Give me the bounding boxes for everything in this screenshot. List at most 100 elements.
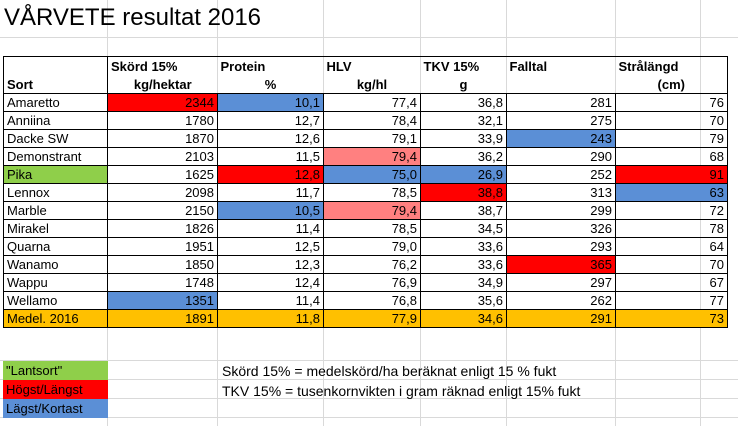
variety-cell[interactable]: Pika xyxy=(3,165,108,184)
value-cell[interactable]: 33,6 xyxy=(420,255,507,274)
value-cell[interactable]: 33,6 xyxy=(420,237,507,256)
value-cell[interactable]: 36,2 xyxy=(420,147,507,166)
variety-cell[interactable]: Amaretto xyxy=(3,93,108,112)
value-cell[interactable]: 78 xyxy=(615,219,728,238)
value-cell[interactable]: 33,9 xyxy=(420,129,507,148)
value-cell[interactable]: 297 xyxy=(506,273,616,292)
value-cell[interactable]: 70 xyxy=(615,255,728,274)
value-cell[interactable]: 11,7 xyxy=(217,183,324,202)
value-cell[interactable]: 12,5 xyxy=(217,237,324,256)
value-cell[interactable]: 77,4 xyxy=(323,93,421,112)
value-cell[interactable]: 26,9 xyxy=(420,165,507,184)
value-cell[interactable]: 35,6 xyxy=(420,291,507,310)
value-cell[interactable]: 12,4 xyxy=(217,273,324,292)
value-cell[interactable]: 2103 xyxy=(107,147,218,166)
mean-row: Medel. 2016 1891 11,8 77,9 34,6 291 73 xyxy=(3,309,728,328)
footnote: TKV 15% = tusenkornvikten i gram räknad … xyxy=(222,383,581,399)
mean-value-cell[interactable]: 34,6 xyxy=(420,309,507,328)
variety-cell[interactable]: Marble xyxy=(3,201,108,220)
value-cell[interactable]: 12,6 xyxy=(217,129,324,148)
value-cell[interactable]: 76,2 xyxy=(323,255,421,274)
value-cell[interactable]: 252 xyxy=(506,165,616,184)
value-cell[interactable]: 79,1 xyxy=(323,129,421,148)
value-cell[interactable]: 79 xyxy=(615,129,728,148)
value-cell[interactable]: 275 xyxy=(506,111,616,130)
value-cell[interactable]: 67 xyxy=(615,273,728,292)
value-cell[interactable]: 79,4 xyxy=(323,147,421,166)
value-cell[interactable]: 78,4 xyxy=(323,111,421,130)
value-cell[interactable]: 11,4 xyxy=(217,291,324,310)
value-cell[interactable]: 1780 xyxy=(107,111,218,130)
mean-value-cell[interactable]: 77,9 xyxy=(323,309,421,328)
value-cell[interactable]: 1870 xyxy=(107,129,218,148)
table-row: Wellamo 1351 11,4 76,8 35,6 262 77 xyxy=(3,291,728,310)
value-cell[interactable]: 1748 xyxy=(107,273,218,292)
value-cell[interactable]: 38,7 xyxy=(420,201,507,220)
table-row: Lennox 2098 11,7 78,5 38,8 313 63 xyxy=(3,183,728,202)
value-cell[interactable]: 281 xyxy=(506,93,616,112)
value-cell[interactable]: 75,0 xyxy=(323,165,421,184)
value-cell[interactable]: 1625 xyxy=(107,165,218,184)
legend-item: Lägst/Kortast xyxy=(3,399,108,418)
variety-cell[interactable]: Lennox xyxy=(3,183,108,202)
table-row: Dacke SW 1870 12,6 79,1 33,9 243 79 xyxy=(3,129,728,148)
value-cell[interactable]: 72 xyxy=(615,201,728,220)
gridline xyxy=(0,417,738,418)
value-cell[interactable]: 1850 xyxy=(107,255,218,274)
value-cell[interactable]: 1351 xyxy=(107,291,218,310)
value-cell[interactable]: 10,1 xyxy=(217,93,324,112)
value-cell[interactable]: 262 xyxy=(506,291,616,310)
header-cell xyxy=(506,76,616,94)
mean-label-cell[interactable]: Medel. 2016 xyxy=(3,309,108,328)
value-cell[interactable]: 36,8 xyxy=(420,93,507,112)
value-cell[interactable]: 70 xyxy=(615,111,728,130)
value-cell[interactable]: 77 xyxy=(615,291,728,310)
mean-value-cell[interactable]: 291 xyxy=(506,309,616,328)
value-cell[interactable]: 79,0 xyxy=(323,237,421,256)
value-cell[interactable]: 365 xyxy=(506,255,616,274)
value-cell[interactable]: 78,5 xyxy=(323,183,421,202)
variety-cell[interactable]: Dacke SW xyxy=(3,129,108,148)
value-cell[interactable]: 299 xyxy=(506,201,616,220)
value-cell[interactable]: 76,8 xyxy=(323,291,421,310)
value-cell[interactable]: 326 xyxy=(506,219,616,238)
variety-cell[interactable]: Wanamo xyxy=(3,255,108,274)
value-cell[interactable]: 313 xyxy=(506,183,616,202)
value-cell[interactable]: 1826 xyxy=(107,219,218,238)
value-cell[interactable]: 78,5 xyxy=(323,219,421,238)
variety-cell[interactable]: Wappu xyxy=(3,273,108,292)
variety-cell[interactable]: Quarna xyxy=(3,237,108,256)
value-cell[interactable]: 63 xyxy=(615,183,728,202)
value-cell[interactable]: 91 xyxy=(615,165,728,184)
value-cell[interactable]: 64 xyxy=(615,237,728,256)
value-cell[interactable]: 34,9 xyxy=(420,273,507,292)
value-cell[interactable]: 34,5 xyxy=(420,219,507,238)
value-cell[interactable]: 10,5 xyxy=(217,201,324,220)
value-cell[interactable]: 12,3 xyxy=(217,255,324,274)
value-cell[interactable]: 1951 xyxy=(107,237,218,256)
value-cell[interactable]: 293 xyxy=(506,237,616,256)
mean-value-cell[interactable]: 1891 xyxy=(107,309,218,328)
variety-cell[interactable]: Wellamo xyxy=(3,291,108,310)
value-cell[interactable]: 12,7 xyxy=(217,111,324,130)
value-cell[interactable]: 243 xyxy=(506,129,616,148)
mean-value-cell[interactable]: 73 xyxy=(615,309,728,328)
value-cell[interactable]: 2098 xyxy=(107,183,218,202)
value-cell[interactable]: 290 xyxy=(506,147,616,166)
value-cell[interactable]: 68 xyxy=(615,147,728,166)
value-cell[interactable]: 79,4 xyxy=(323,201,421,220)
value-cell[interactable]: 11,5 xyxy=(217,147,324,166)
value-cell[interactable]: 32,1 xyxy=(420,111,507,130)
value-cell[interactable]: 2150 xyxy=(107,201,218,220)
value-cell[interactable]: 38,8 xyxy=(420,183,507,202)
value-cell[interactable]: 2344 xyxy=(107,93,218,112)
value-cell[interactable]: 12,8 xyxy=(217,165,324,184)
variety-cell[interactable]: Anniina xyxy=(3,111,108,130)
header-cell: TKV 15% xyxy=(420,56,507,76)
value-cell[interactable]: 76 xyxy=(615,93,728,112)
variety-cell[interactable]: Demonstrant xyxy=(3,147,108,166)
variety-cell[interactable]: Mirakel xyxy=(3,219,108,238)
value-cell[interactable]: 76,9 xyxy=(323,273,421,292)
value-cell[interactable]: 11,4 xyxy=(217,219,324,238)
mean-value-cell[interactable]: 11,8 xyxy=(217,309,324,328)
